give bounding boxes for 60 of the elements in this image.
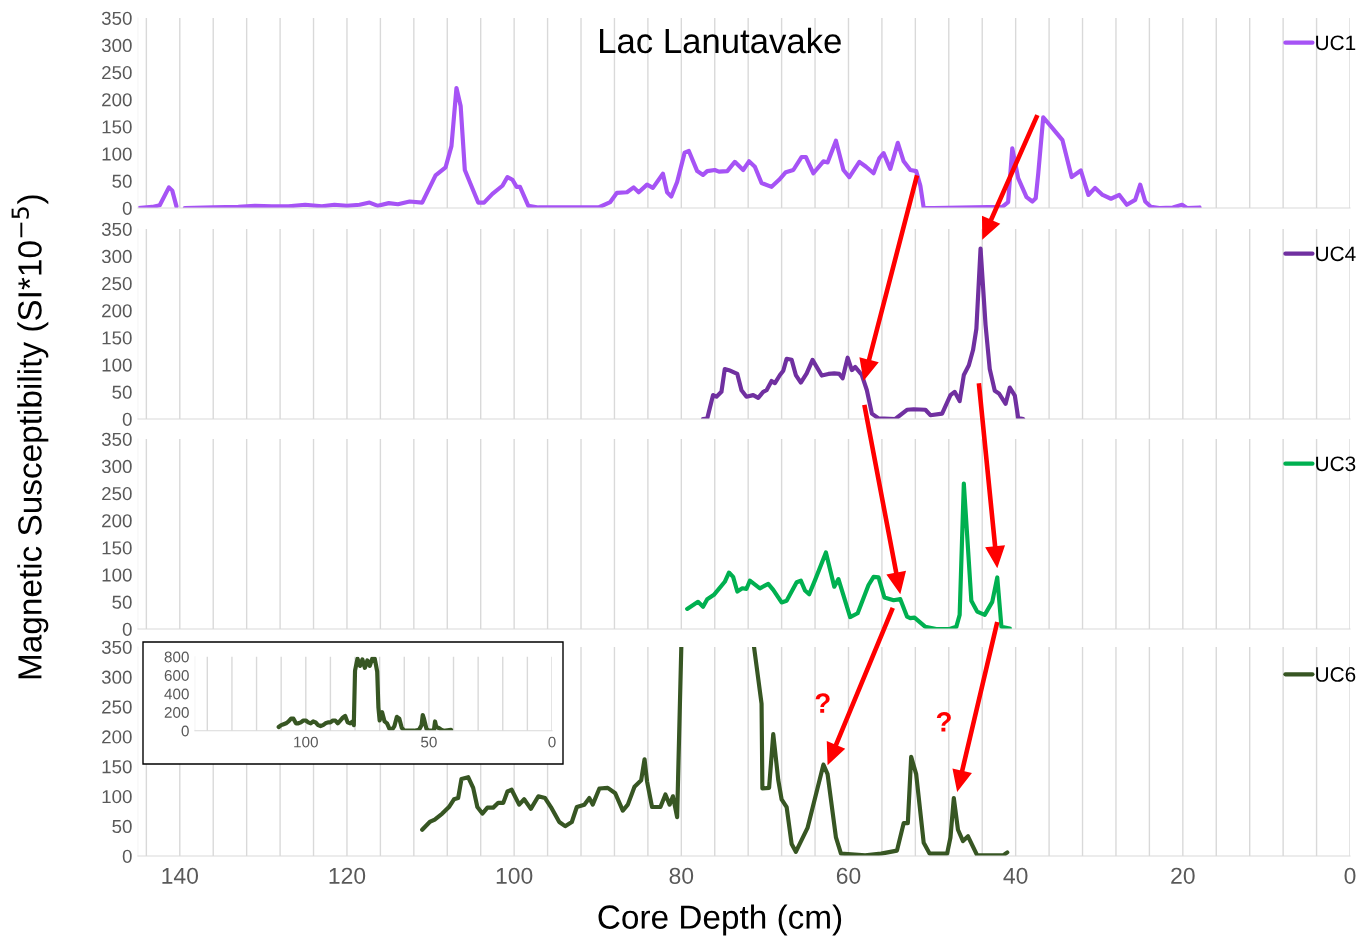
y-tick-label: 150	[102, 331, 132, 345]
x-axis-title: Core Depth (cm)	[598, 904, 842, 936]
x-tick-label: 60	[836, 867, 861, 884]
y-tick-label: 250	[102, 486, 132, 501]
y-tick-label: 200	[102, 514, 132, 528]
y-tick-label: 250	[102, 65, 132, 80]
y-tick-label: 100	[102, 358, 132, 372]
y-tick-label: 350	[101, 640, 132, 654]
x-tick-label: 50	[421, 736, 437, 748]
y-tick-label: 350	[101, 222, 132, 236]
line-series	[685, 481, 1012, 629]
y-tick-label: 50	[112, 819, 132, 834]
y-tick-label: 50	[112, 174, 132, 188]
x-tick-label: 120	[329, 867, 366, 884]
y-tick-label: 600	[164, 670, 189, 681]
legend-label: UC3	[1316, 456, 1356, 472]
y-tick-label: 200	[102, 304, 132, 318]
y-tick-label: 0	[122, 849, 132, 863]
legend-label: UC6	[1316, 667, 1356, 682]
x-tick-label: 80	[669, 867, 694, 884]
y-tick-label: 400	[164, 688, 189, 700]
y-tick-label: 150	[102, 120, 132, 134]
x-tick-label: 100	[496, 867, 533, 884]
y-tick-label: 50	[112, 385, 132, 399]
y-tick-label: 300	[101, 38, 132, 53]
y-tick-label: 100	[102, 147, 132, 161]
y-tick-label: 100	[102, 568, 132, 582]
y-tick-label: 250	[102, 276, 132, 291]
x-tick-label: 40	[1003, 867, 1028, 884]
y-tick-label: 0	[122, 201, 132, 215]
y-tick-label: 350	[101, 432, 132, 446]
y-tick-label: 250	[102, 700, 132, 714]
x-tick-label: 0	[1344, 867, 1356, 884]
line-series	[276, 656, 454, 731]
chart-title: Lac Lanutavake	[600, 27, 841, 54]
y-tick-label: 300	[101, 670, 132, 684]
x-tick-label: 140	[162, 867, 199, 884]
y-tick-label: 150	[102, 760, 132, 774]
annotation: ?	[815, 693, 830, 713]
y-tick-label: 0	[122, 622, 132, 636]
y-tick-label: 150	[102, 541, 132, 555]
legend-label: UC4	[1316, 246, 1356, 262]
x-tick-label: 0	[548, 736, 556, 748]
y-tick-label: 200	[102, 93, 132, 107]
y-tick-label: 100	[102, 789, 132, 804]
y-tick-label: 350	[101, 11, 132, 25]
line-series	[700, 246, 1026, 419]
y-tick-label: 200	[164, 707, 189, 718]
legend-label: UC1	[1316, 35, 1356, 51]
y-tick-label: 0	[122, 412, 132, 426]
y-axis-title: Magnetic Susceptibility (SI*10$^{−5}$)	[11, 195, 49, 679]
y-tick-label: 300	[101, 249, 132, 264]
annotation: ?	[936, 712, 951, 732]
y-tick-label: 0	[181, 725, 189, 737]
x-tick-label: 100	[294, 736, 318, 748]
y-tick-label: 200	[102, 730, 132, 744]
y-tick-label: 50	[112, 595, 132, 609]
y-tick-label: 800	[164, 651, 189, 663]
y-tick-label: 300	[101, 459, 132, 474]
x-tick-label: 20	[1171, 867, 1195, 884]
